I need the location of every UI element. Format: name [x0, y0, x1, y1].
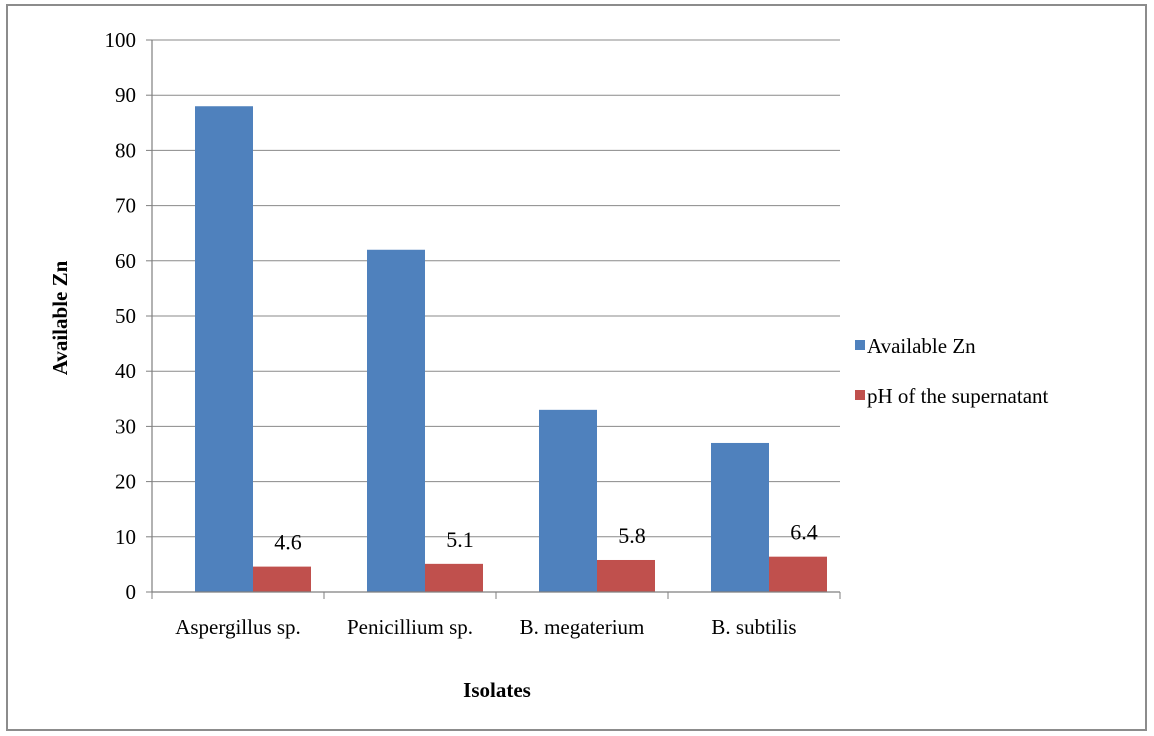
legend-label: Available Zn	[867, 334, 976, 358]
legend-label: pH of the supernatant	[867, 384, 1049, 408]
axes	[146, 39, 841, 599]
y-tick-label: 0	[126, 580, 137, 604]
bar-ph	[597, 559, 655, 592]
y-tick-label: 100	[105, 28, 137, 52]
data-label: 4.6	[274, 530, 302, 555]
bar-ph	[253, 566, 311, 592]
data-label: 6.4	[790, 520, 818, 545]
x-axis-ticks: Aspergillus sp. Penicillium sp. B. megater…	[175, 615, 796, 639]
y-tick-label: 20	[115, 470, 136, 494]
y-axis-title: Available Zn	[48, 260, 72, 375]
y-tick-label: 50	[115, 304, 136, 328]
y-tick-label: 40	[115, 359, 136, 383]
bar-ph	[769, 556, 827, 592]
x-tick-label: Aspergillus sp.	[175, 615, 301, 639]
x-tick-label: B. megaterium	[520, 615, 645, 639]
y-tick-label: 80	[115, 138, 136, 162]
bar-available-zn	[539, 409, 597, 592]
x-tick-label: Penicillium sp.	[347, 615, 473, 639]
x-tick-label: B. subtilis	[711, 615, 796, 639]
bar-available-zn	[367, 249, 425, 592]
bars	[195, 106, 827, 593]
legend: Available Zn pH of the supernatant	[855, 334, 1049, 408]
bar-available-zn	[711, 442, 769, 592]
legend-swatch	[855, 340, 865, 350]
data-label: 5.1	[446, 527, 474, 552]
x-axis-title: Isolates	[463, 678, 531, 702]
legend-swatch	[855, 390, 865, 400]
y-tick-label: 30	[115, 414, 136, 438]
bar-ph	[425, 563, 483, 592]
y-axis-ticks: 0 10 20 30 40 50 60 70 80 90 100	[105, 28, 137, 604]
bar-available-zn	[195, 106, 253, 593]
data-labels: 4.6 5.1 5.8 6.4	[274, 520, 818, 555]
data-label: 5.8	[618, 523, 646, 548]
y-tick-label: 90	[115, 83, 136, 107]
y-tick-label: 60	[115, 249, 136, 273]
y-tick-label: 10	[115, 525, 136, 549]
y-tick-label: 70	[115, 194, 136, 218]
